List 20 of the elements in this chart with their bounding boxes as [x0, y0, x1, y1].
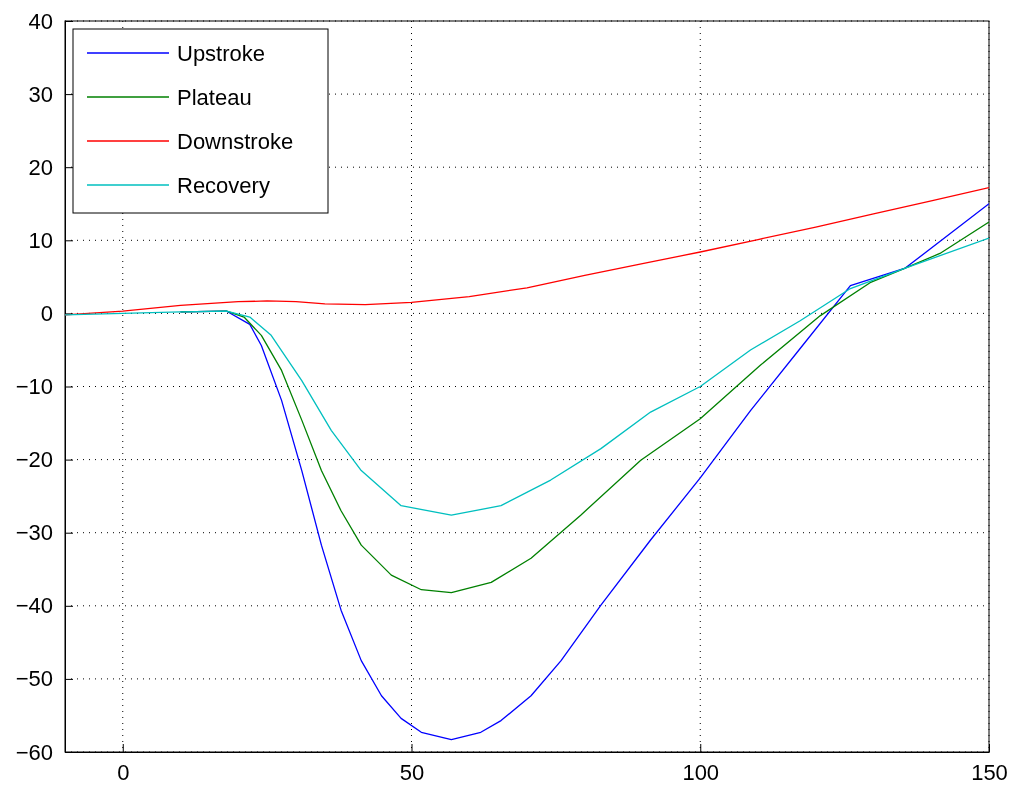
- y-tick-label: −30: [15, 520, 53, 546]
- y-tick-label: −50: [15, 666, 53, 692]
- y-tick-label: −60: [15, 739, 53, 765]
- legend-label: Upstroke: [177, 41, 266, 66]
- y-tick-label: 10: [28, 227, 53, 253]
- x-tick-label: 100: [682, 759, 720, 785]
- x-tick-label: 150: [971, 759, 1008, 785]
- line-series: [65, 237, 989, 516]
- legend-label: Recovery: [177, 173, 270, 198]
- y-tick-label: 20: [28, 154, 53, 180]
- legend-label: Downstroke: [177, 129, 294, 154]
- x-tick-label: 0: [117, 759, 130, 785]
- y-tick-label: 40: [28, 8, 53, 34]
- legend-label: Plateau: [177, 85, 252, 110]
- y-tick-label: −40: [15, 593, 53, 619]
- y-tick-label: 30: [28, 81, 53, 107]
- y-tick-label: −10: [15, 374, 53, 400]
- y-tick-label: −20: [15, 447, 53, 473]
- x-tick-label: 50: [399, 759, 425, 785]
- y-tick-label: 0: [40, 300, 53, 326]
